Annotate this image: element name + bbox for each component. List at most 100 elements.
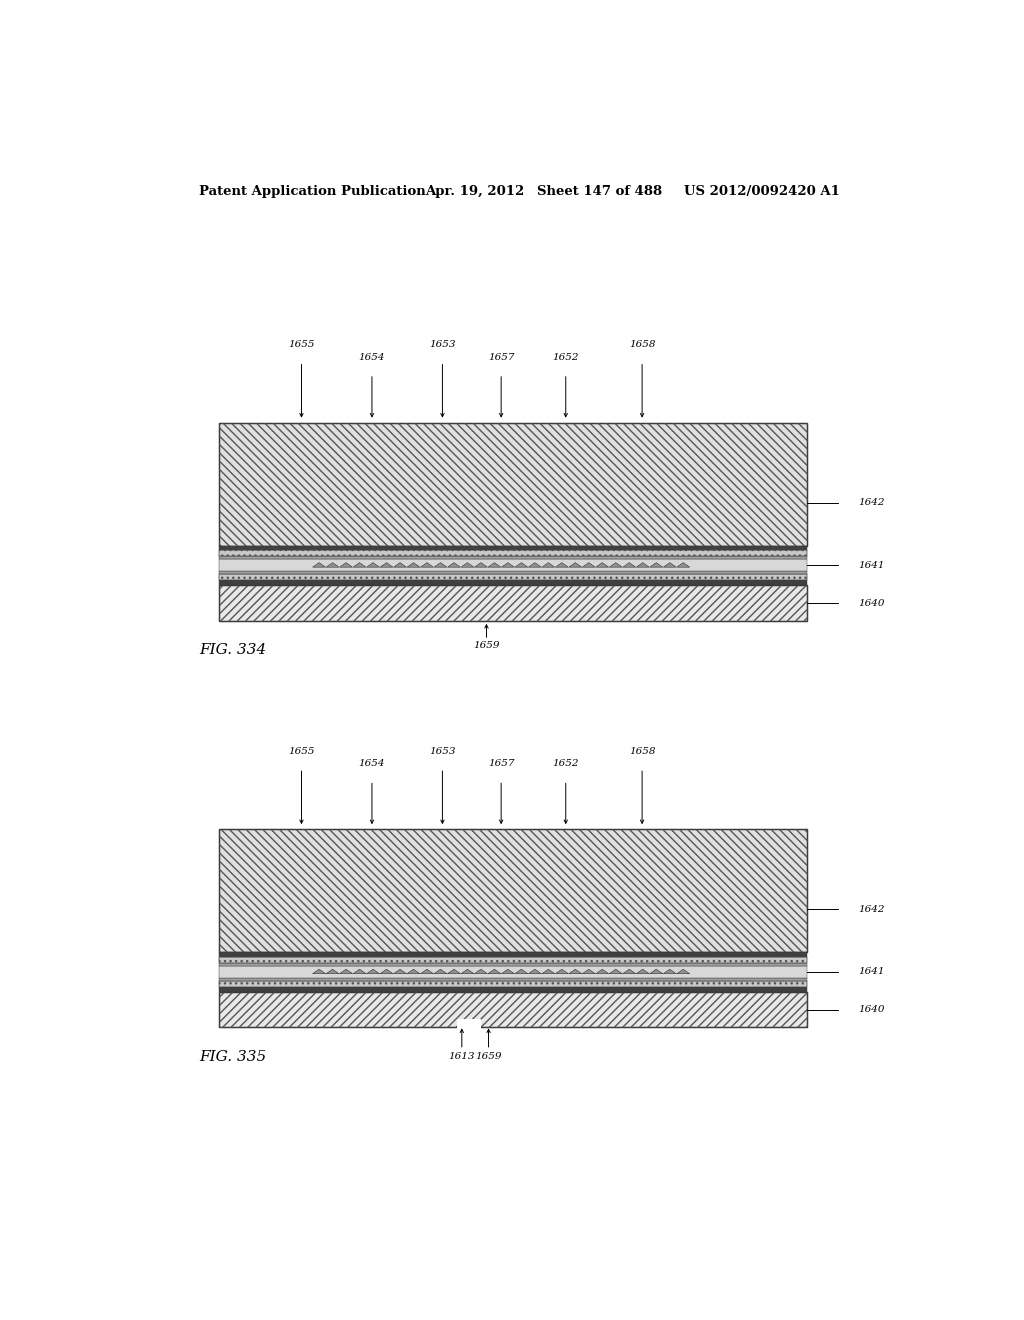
Polygon shape <box>312 562 326 568</box>
Bar <box>219 574 807 581</box>
Polygon shape <box>609 969 623 974</box>
Polygon shape <box>340 562 352 568</box>
Bar <box>219 829 807 952</box>
Polygon shape <box>636 969 649 974</box>
Polygon shape <box>568 969 582 974</box>
Bar <box>457 1019 480 1036</box>
Polygon shape <box>623 562 636 568</box>
Polygon shape <box>596 969 609 974</box>
Polygon shape <box>461 969 474 974</box>
Polygon shape <box>623 969 636 974</box>
Bar <box>219 585 807 620</box>
Polygon shape <box>568 562 582 568</box>
Polygon shape <box>515 969 528 974</box>
Bar <box>219 962 807 966</box>
Polygon shape <box>542 562 555 568</box>
Polygon shape <box>487 562 501 568</box>
Text: 1640: 1640 <box>858 1005 885 1014</box>
Polygon shape <box>407 969 420 974</box>
Text: 1652: 1652 <box>553 352 579 362</box>
Text: US 2012/0092420 A1: US 2012/0092420 A1 <box>684 185 840 198</box>
Text: 1642: 1642 <box>858 904 885 913</box>
Polygon shape <box>421 562 433 568</box>
Text: 1654: 1654 <box>358 759 385 768</box>
Polygon shape <box>677 562 690 568</box>
Polygon shape <box>650 562 663 568</box>
Bar <box>219 966 807 978</box>
Polygon shape <box>555 562 568 568</box>
Polygon shape <box>380 562 393 568</box>
Bar <box>219 829 807 952</box>
Bar <box>219 957 807 962</box>
Polygon shape <box>393 969 407 974</box>
Bar <box>219 952 807 957</box>
Polygon shape <box>474 562 487 568</box>
Text: 1653: 1653 <box>429 747 456 756</box>
Polygon shape <box>515 562 528 568</box>
Polygon shape <box>326 969 339 974</box>
Bar <box>219 422 807 545</box>
Polygon shape <box>326 562 339 568</box>
Polygon shape <box>596 562 609 568</box>
Polygon shape <box>542 969 555 974</box>
Polygon shape <box>609 562 623 568</box>
Bar <box>219 572 807 574</box>
Polygon shape <box>555 969 568 974</box>
Polygon shape <box>461 562 474 568</box>
Bar <box>219 585 807 620</box>
Polygon shape <box>353 562 366 568</box>
Bar <box>219 422 807 545</box>
Polygon shape <box>340 969 352 974</box>
Bar <box>219 957 807 962</box>
Polygon shape <box>528 969 542 974</box>
Text: Patent Application Publication: Patent Application Publication <box>200 185 426 198</box>
Polygon shape <box>367 969 380 974</box>
Bar <box>219 981 807 987</box>
Text: 1655: 1655 <box>288 747 314 756</box>
Polygon shape <box>421 969 433 974</box>
Polygon shape <box>664 969 676 974</box>
Polygon shape <box>583 969 595 974</box>
Polygon shape <box>353 969 366 974</box>
Bar <box>219 574 807 581</box>
Bar <box>219 991 807 1027</box>
Polygon shape <box>474 969 487 974</box>
Polygon shape <box>677 969 690 974</box>
Bar <box>219 550 807 556</box>
Bar <box>219 987 807 991</box>
Polygon shape <box>650 969 663 974</box>
Bar <box>219 581 807 585</box>
Polygon shape <box>447 969 461 974</box>
Text: FIG. 335: FIG. 335 <box>200 1049 266 1064</box>
Polygon shape <box>407 562 420 568</box>
Text: 1657: 1657 <box>487 759 514 768</box>
Polygon shape <box>487 969 501 974</box>
Polygon shape <box>367 562 380 568</box>
Polygon shape <box>502 562 514 568</box>
Polygon shape <box>528 562 542 568</box>
Text: 1641: 1641 <box>858 968 885 977</box>
Polygon shape <box>636 562 649 568</box>
Text: Apr. 19, 2012: Apr. 19, 2012 <box>426 185 525 198</box>
Text: 1640: 1640 <box>858 598 885 607</box>
Polygon shape <box>380 969 393 974</box>
Bar <box>219 991 807 1027</box>
Bar <box>219 556 807 560</box>
Text: 1641: 1641 <box>858 561 885 570</box>
Text: 1659: 1659 <box>473 642 500 651</box>
Polygon shape <box>664 562 676 568</box>
Text: 1654: 1654 <box>358 352 385 362</box>
Polygon shape <box>447 562 461 568</box>
Text: Sheet 147 of 488: Sheet 147 of 488 <box>537 185 662 198</box>
Text: 1657: 1657 <box>487 352 514 362</box>
Text: 1642: 1642 <box>858 498 885 507</box>
Text: 1653: 1653 <box>429 341 456 350</box>
Bar <box>219 981 807 987</box>
Bar <box>219 978 807 981</box>
Polygon shape <box>502 969 514 974</box>
Text: 1613: 1613 <box>449 1052 475 1061</box>
Polygon shape <box>312 969 326 974</box>
Text: 1655: 1655 <box>288 341 314 350</box>
Text: 1658: 1658 <box>629 341 655 350</box>
Text: 1659: 1659 <box>475 1052 502 1061</box>
